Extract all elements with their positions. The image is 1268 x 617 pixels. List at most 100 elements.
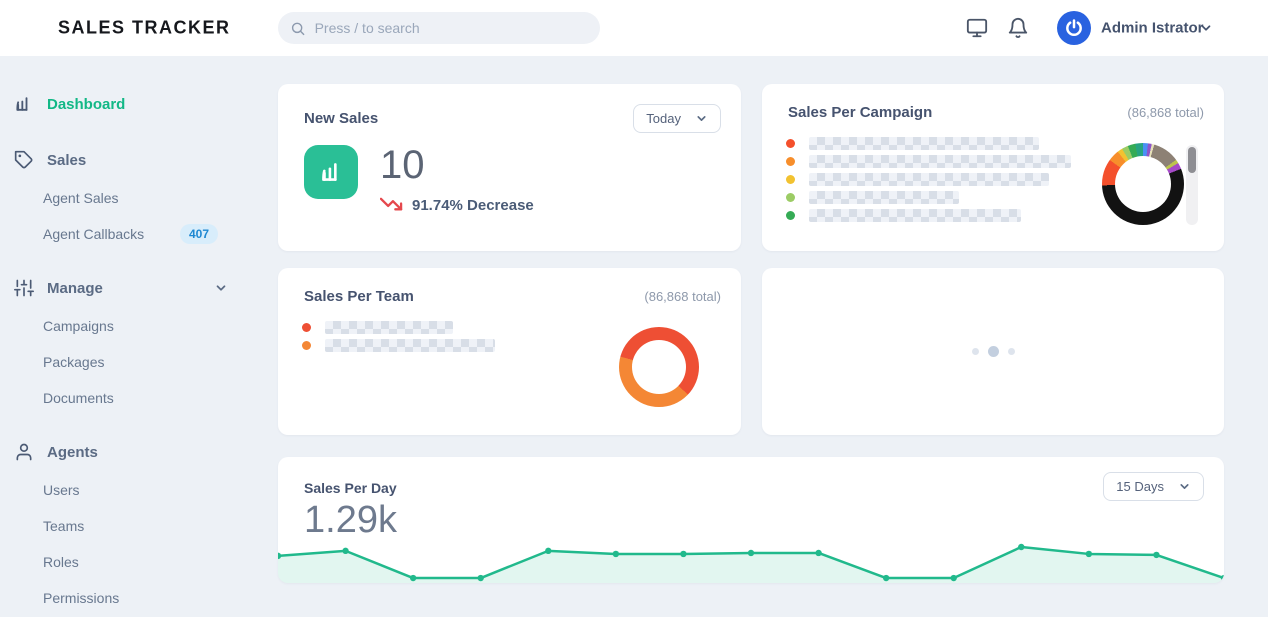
legend-item (302, 338, 741, 352)
sidebar: Dashboard Sales Agent Sales Agent Callba… (0, 56, 262, 617)
sidebar-item-agent-sales[interactable]: Agent Sales (43, 188, 218, 208)
sidebar-item-label: Roles (43, 554, 79, 570)
legend-dot (302, 322, 311, 332)
sidebar-item-permissions[interactable]: Permissions (43, 588, 218, 608)
new-sales-value: 10 (380, 143, 425, 187)
line-chart-point (1085, 550, 1093, 558)
legend-dot (786, 174, 795, 184)
sidebar-item-label: Documents (43, 390, 114, 406)
bar-chart-icon (16, 97, 28, 111)
legend-dot (786, 138, 795, 148)
line-chart-point (680, 550, 687, 558)
line-chart-point (1018, 543, 1025, 551)
legend-item (302, 320, 741, 334)
bell-icon[interactable] (1007, 17, 1029, 39)
search-input[interactable] (314, 20, 588, 36)
line-chart-point (1220, 574, 1224, 582)
campaign-donut-chart (1102, 143, 1184, 225)
sales-per-campaign-card: Sales Per Campaign (86,868 total) (762, 84, 1224, 251)
monitor-icon[interactable] (966, 17, 988, 39)
sidebar-section-label: Manage (47, 279, 103, 297)
user-icon (16, 443, 32, 461)
line-chart-point (612, 550, 620, 558)
legend-item (786, 154, 1224, 168)
search-icon (291, 22, 305, 35)
sidebar-item-label: Permissions (43, 590, 120, 606)
sidebar-item-label: Agent Sales (43, 190, 119, 206)
line-chart-point (815, 549, 822, 557)
sidebar-item-users[interactable]: Users (43, 480, 218, 500)
sidebar-section-sales[interactable]: Sales (14, 148, 228, 172)
chevron-down-icon (1180, 484, 1189, 489)
line-chart-point (278, 552, 282, 560)
change-text: 91.74% Decrease (412, 197, 534, 214)
sales-per-team-card: Sales Per Team (86,868 total) (278, 268, 741, 435)
legend-dot (786, 210, 795, 220)
sidebar-item-agent-callbacks[interactable]: Agent Callbacks 407 (43, 224, 218, 244)
period-select-value: Today (646, 111, 681, 126)
card-total: (86,868 total) (644, 289, 721, 304)
legend-dot (302, 340, 311, 350)
sliders-icon (14, 279, 34, 297)
legend-dot (786, 156, 795, 166)
sidebar-item-label: Teams (43, 518, 85, 534)
sidebar-section-agents[interactable]: Agents (14, 440, 228, 464)
line-chart-point (409, 574, 417, 582)
line-chart-point (342, 547, 349, 555)
loading-card (762, 268, 1224, 435)
top-header: SALES TRACKER Admin Istrator (0, 0, 1268, 56)
loading-dots (971, 346, 1015, 357)
legend-item (786, 172, 1224, 186)
card-title: New Sales (304, 110, 379, 127)
sidebar-item-teams[interactable]: Teams (43, 516, 218, 536)
days-select-value: 15 Days (1116, 479, 1164, 494)
sidebar-section-manage[interactable]: Manage (14, 276, 228, 300)
sidebar-item-label: Agent Callbacks (43, 226, 145, 242)
user-menu[interactable]: Admin Istrator (1101, 19, 1204, 37)
tag-icon (14, 150, 33, 169)
chevron-down-icon (697, 116, 706, 121)
chevron-down-icon[interactable] (1199, 21, 1213, 35)
line-chart-point (747, 549, 755, 557)
sidebar-item-label: Dashboard (47, 95, 126, 113)
legend-dot (786, 192, 795, 202)
bar-chart-icon (322, 163, 337, 181)
sidebar-item-campaigns[interactable]: Campaigns (43, 316, 218, 336)
power-icon (1066, 19, 1082, 37)
sidebar-item-label: Packages (43, 354, 105, 370)
legend-item (786, 136, 1224, 150)
app-logo: SALES TRACKER (58, 17, 231, 38)
sales-per-day-value: 1.29k (304, 499, 397, 541)
legend-scrollbar (1186, 145, 1198, 225)
line-chart-point (477, 574, 484, 582)
card-title: Sales Per Day (304, 480, 397, 496)
card-title: Sales Per Campaign (788, 104, 933, 121)
days-select[interactable]: 15 Days (1103, 472, 1204, 501)
avatar[interactable] (1057, 11, 1091, 45)
redacted-label (325, 338, 495, 352)
team-legend (278, 305, 741, 352)
sidebar-item-documents[interactable]: Documents (43, 388, 218, 408)
line-chart-point (545, 547, 552, 555)
sidebar-item-roles[interactable]: Roles (43, 552, 218, 572)
redacted-label (809, 208, 1021, 222)
line-chart-point (1153, 551, 1160, 559)
sidebar-section-label: Sales (47, 151, 87, 169)
global-search[interactable] (278, 12, 600, 44)
sidebar-item-dashboard[interactable]: Dashboard (14, 92, 228, 116)
sidebar-item-label: Campaigns (43, 318, 114, 334)
sidebar-item-packages[interactable]: Packages (43, 352, 218, 372)
scrollbar-thumb[interactable] (1188, 147, 1196, 173)
sales-per-day-card: Sales Per Day 15 Days 1.29k (278, 457, 1224, 583)
redacted-label (809, 154, 1071, 168)
callbacks-count-badge: 407 (179, 224, 218, 244)
line-chart-point (882, 574, 890, 582)
team-donut-chart (619, 327, 699, 407)
card-total: (86,868 total) (1127, 105, 1204, 120)
line-chart-point (950, 574, 957, 582)
main-content: New Sales Today 10 91.74% Decrease (262, 56, 1268, 617)
new-sales-card: New Sales Today 10 91.74% Decrease (278, 84, 741, 251)
sales-per-day-line-chart (278, 543, 1224, 583)
period-select[interactable]: Today (633, 104, 721, 133)
